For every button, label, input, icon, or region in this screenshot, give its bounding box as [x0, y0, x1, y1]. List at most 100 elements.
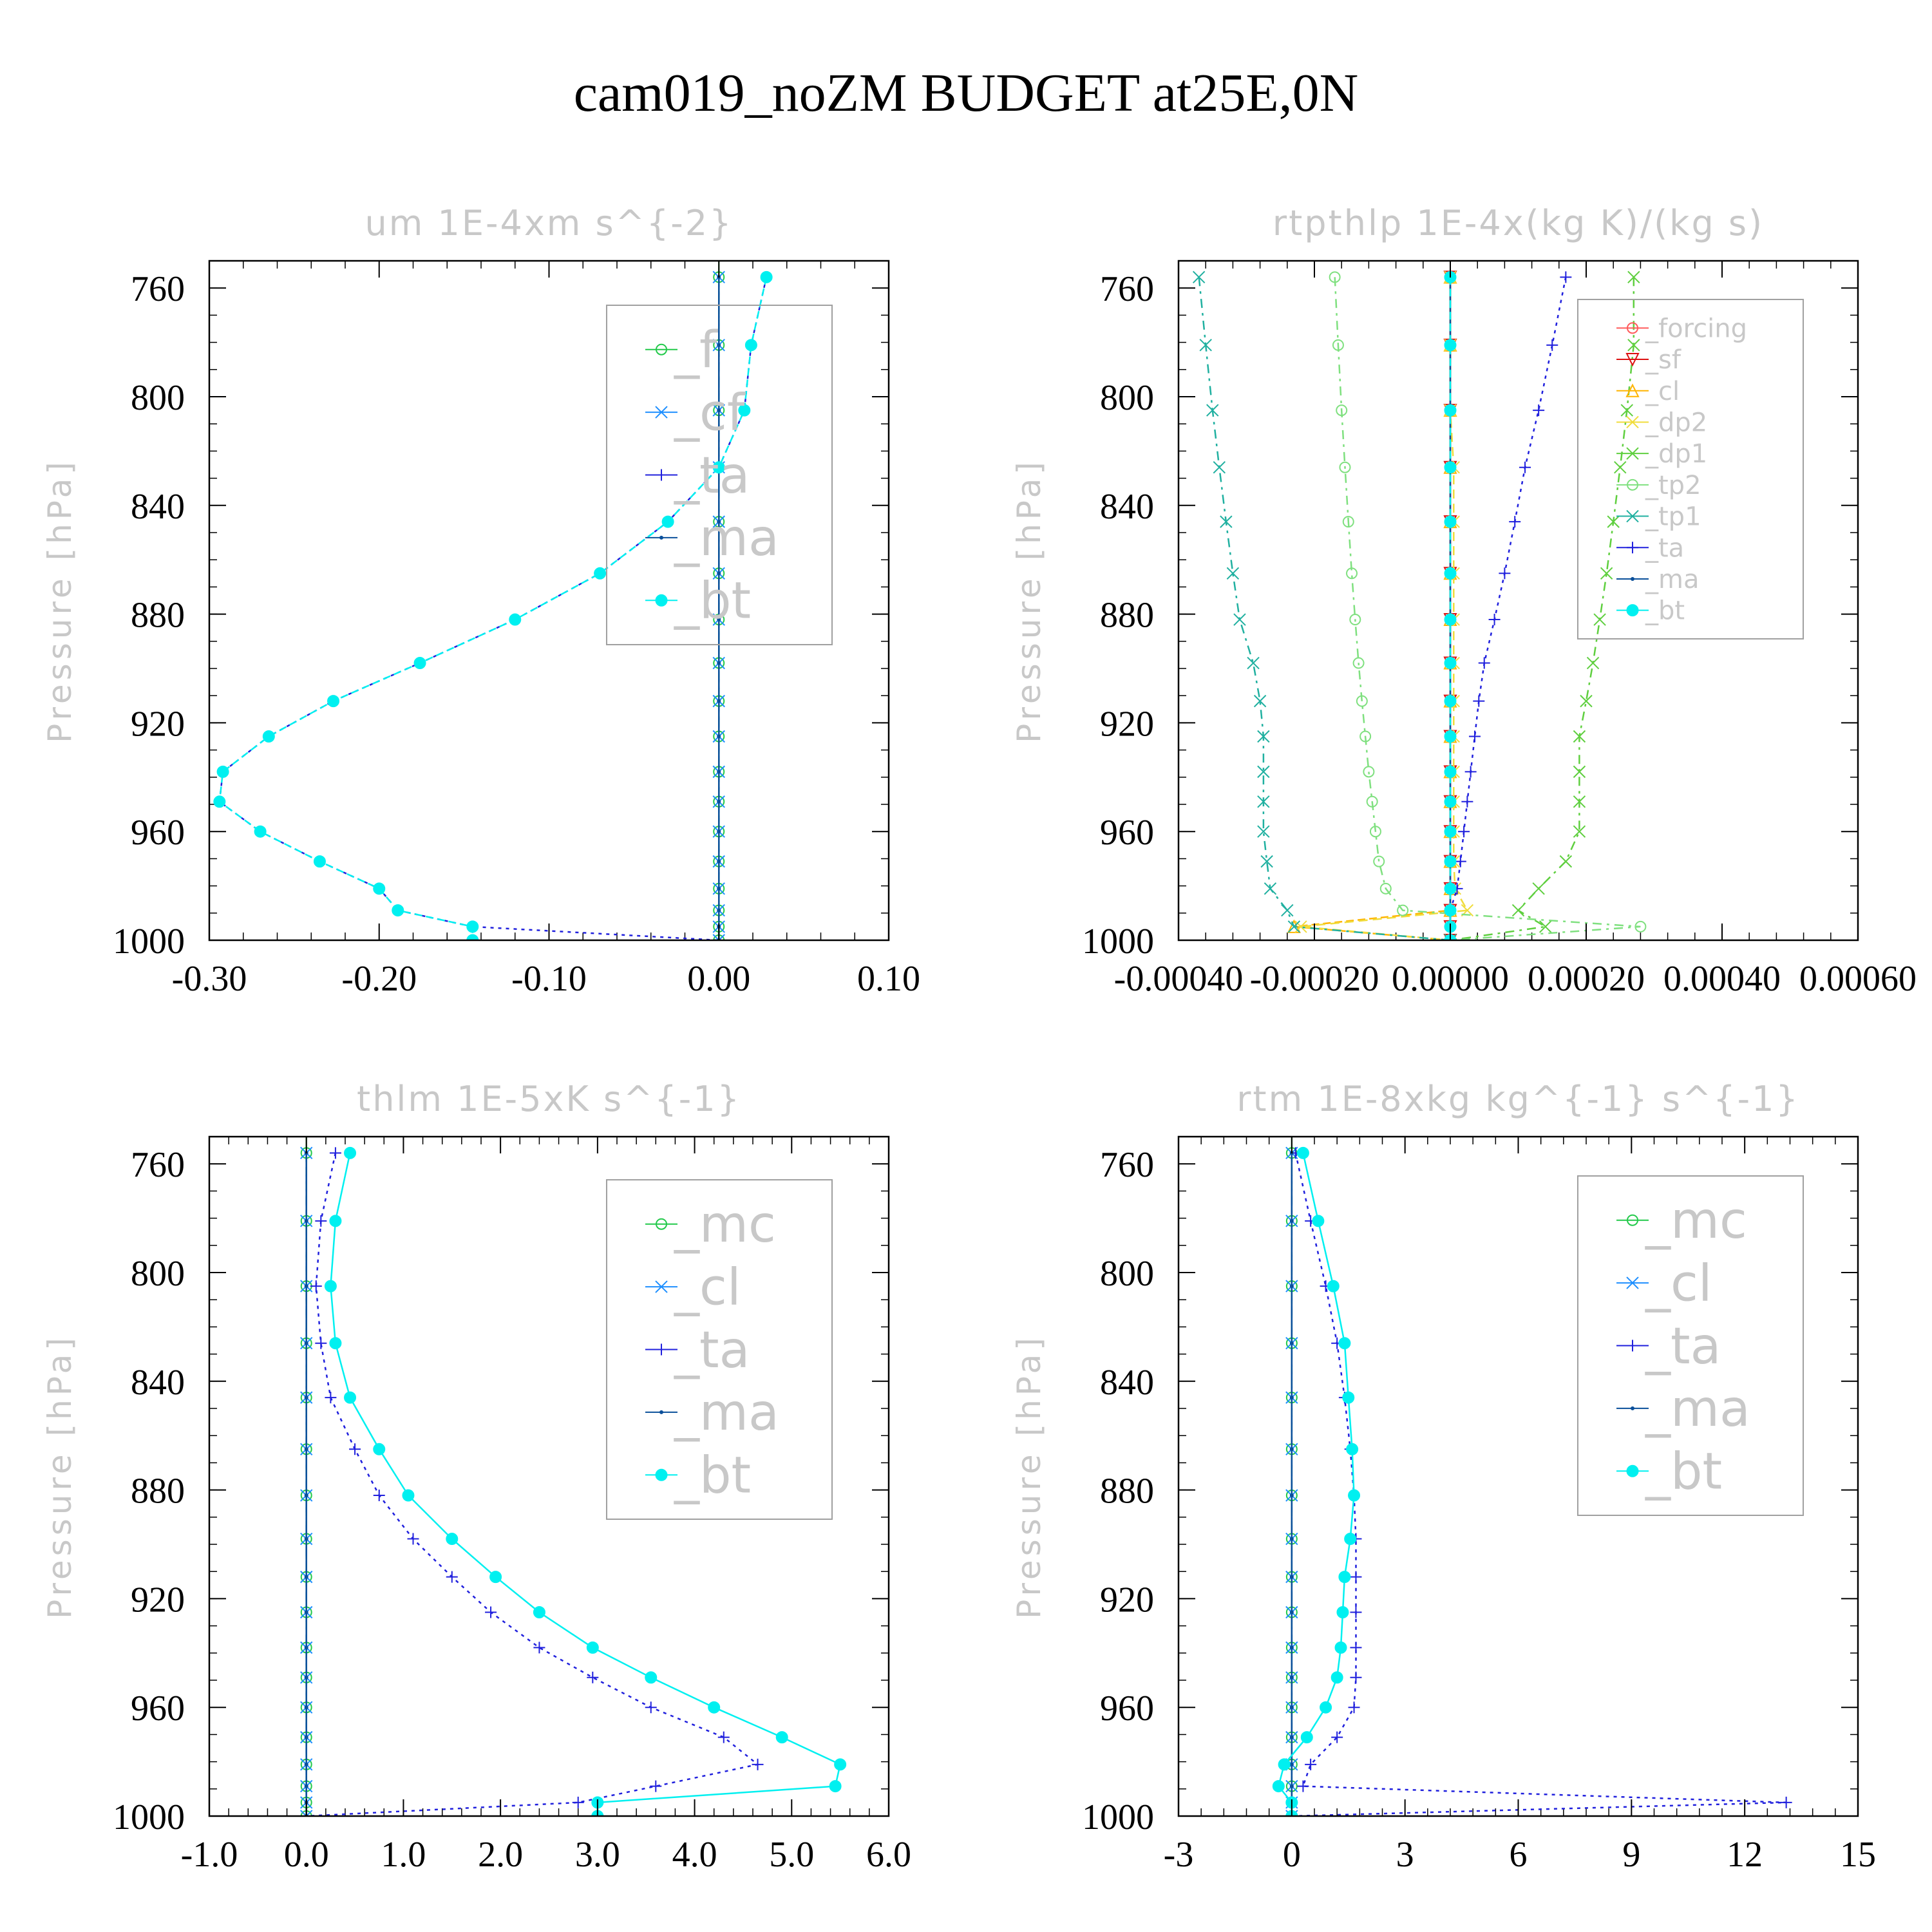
- data-point-bt: [216, 765, 229, 778]
- data-point-ma: [304, 1705, 308, 1710]
- data-point-ta: [1499, 567, 1511, 580]
- data-point-tp1: [1257, 795, 1270, 808]
- data-point-dp1: [1586, 656, 1600, 670]
- legend-entry: _forcing: [1645, 314, 1747, 343]
- data-point-bt: [829, 1780, 842, 1793]
- legend-marker-ta: [656, 1343, 667, 1356]
- series-bt: [324, 1146, 847, 1816]
- data-point-dp1: [1607, 515, 1620, 528]
- data-point-ma: [1289, 1284, 1294, 1289]
- legend-entry: _ma: [674, 509, 779, 567]
- x-tick-label: 0.00040: [1663, 959, 1781, 999]
- legend-marker-ta: [1627, 1340, 1638, 1352]
- legend-entry: _bt: [674, 573, 751, 630]
- y-tick-label: 960: [1100, 813, 1154, 853]
- legend-marker-ma: [659, 1410, 663, 1414]
- y-tick-label: 760: [1100, 1145, 1154, 1185]
- x-tick-label: 0.00: [687, 959, 750, 999]
- panels: um 1E-4xm s^{-2} Pressure [hPa] -0.30 -0.20…: [41, 203, 1917, 1875]
- series-line-ta: [306, 1153, 760, 1816]
- legend-marker-forcing: [1627, 322, 1638, 334]
- data-point-ta: [645, 1701, 657, 1714]
- data-point-bt: [738, 404, 751, 417]
- data-point-ma: [717, 829, 721, 834]
- data-point-tp1: [1247, 656, 1260, 670]
- y-tick-label: 920: [1100, 1580, 1154, 1620]
- y-axis-label: Pressure [hPa]: [1010, 458, 1048, 743]
- data-point-ta: [1350, 1606, 1362, 1618]
- y-tick-label: 760: [131, 1145, 185, 1185]
- data-point-bt: [645, 1671, 658, 1684]
- data-point-bt: [313, 855, 326, 868]
- data-point-ma: [717, 520, 721, 524]
- data-point-tp2: [1373, 855, 1385, 867]
- legend-box: [606, 1179, 833, 1520]
- data-point-bt: [413, 657, 426, 670]
- x-tick-label: 9: [1622, 1835, 1640, 1875]
- data-point-bt: [744, 339, 757, 352]
- data-point-bt: [446, 1533, 459, 1546]
- data-point-dp1: [1580, 694, 1593, 708]
- data-point-tp1: [1206, 404, 1219, 417]
- legend-marker-cl_cs: [1626, 1276, 1639, 1289]
- series-line-dp2: [1300, 277, 1469, 940]
- data-point-tp2: [1352, 657, 1365, 669]
- data-point-bt: [1444, 855, 1457, 868]
- series-ma: [304, 1151, 308, 1816]
- data-point-ma: [1289, 1705, 1294, 1710]
- data-point-bt: [1444, 795, 1457, 808]
- legend-entry: _mc: [1645, 1192, 1747, 1250]
- data-point-bt: [712, 461, 725, 474]
- data-point-ma: [1289, 1645, 1294, 1650]
- data-point-bt: [1444, 657, 1457, 670]
- legend-marker-dp2: [1626, 415, 1639, 429]
- y-tick-label: 920: [131, 704, 185, 744]
- plot-frame: [1177, 260, 1859, 942]
- x-tick-label: 2.0: [478, 1835, 523, 1875]
- data-point-ta: [1305, 1758, 1317, 1770]
- data-point-ma: [304, 1284, 308, 1289]
- legend-marker-tp1: [1626, 509, 1639, 523]
- data-point-bt: [708, 1701, 721, 1714]
- data-point-bt: [262, 730, 275, 743]
- data-point-ma: [717, 343, 721, 347]
- data-point-bt: [1444, 825, 1457, 838]
- data-point-ta: [1331, 1731, 1343, 1743]
- data-point-ta: [1458, 826, 1470, 838]
- y-tick-label: 800: [1100, 1254, 1154, 1294]
- data-point-bt: [1338, 1571, 1351, 1584]
- data-point-ma: [1289, 1735, 1294, 1739]
- data-point-ta: [446, 1571, 458, 1583]
- legend-marker-dp1: [1626, 447, 1639, 460]
- data-point-dp1: [1627, 270, 1640, 284]
- data-point-tp1: [1213, 461, 1226, 474]
- data-point-bt: [1444, 461, 1457, 474]
- data-point-ma: [717, 859, 721, 864]
- data-point-bt: [1346, 1443, 1359, 1455]
- data-point-dp1: [1573, 765, 1586, 779]
- data-point-tp1: [1233, 613, 1246, 626]
- data-point-bt: [1331, 1671, 1343, 1684]
- legend-entry: _mc: [674, 1196, 776, 1254]
- data-point-ta: [1478, 657, 1490, 669]
- y-tick-label: 880: [1100, 1472, 1154, 1511]
- legend-entry: _ma: [674, 1384, 779, 1442]
- data-point-ma: [1289, 1447, 1294, 1452]
- data-point-ta: [717, 1731, 730, 1743]
- legend-marker-ta: [656, 469, 667, 481]
- legend-entry: _sf: [1645, 345, 1681, 375]
- legend-entry: _dp2: [1645, 408, 1707, 437]
- y-tick-label: 840: [131, 487, 185, 527]
- data-point-dp1: [1532, 882, 1545, 895]
- data-point-ma: [717, 618, 721, 622]
- data-point-ma: [304, 1784, 308, 1788]
- data-point-ma: [717, 908, 721, 913]
- data-point-bt: [213, 795, 226, 808]
- panel-title: rtpthlp 1E-4x(kg K)/(kg s): [1273, 203, 1764, 243]
- data-point-dp1: [1559, 855, 1573, 868]
- plot-frame: [208, 260, 890, 942]
- legend: _mc_cl_ta_ma_bt: [606, 1179, 833, 1520]
- data-point-dp1: [1600, 567, 1613, 580]
- minor-ticks: [1179, 1136, 1858, 1817]
- x-tick-label: 3.0: [575, 1835, 620, 1875]
